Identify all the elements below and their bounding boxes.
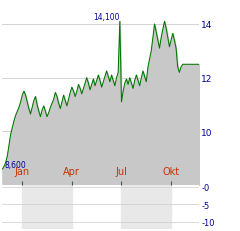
- Text: 14,100: 14,100: [93, 13, 120, 22]
- Text: 8,600: 8,600: [4, 160, 26, 169]
- Bar: [22, 185, 72, 229]
- Bar: [121, 185, 171, 229]
